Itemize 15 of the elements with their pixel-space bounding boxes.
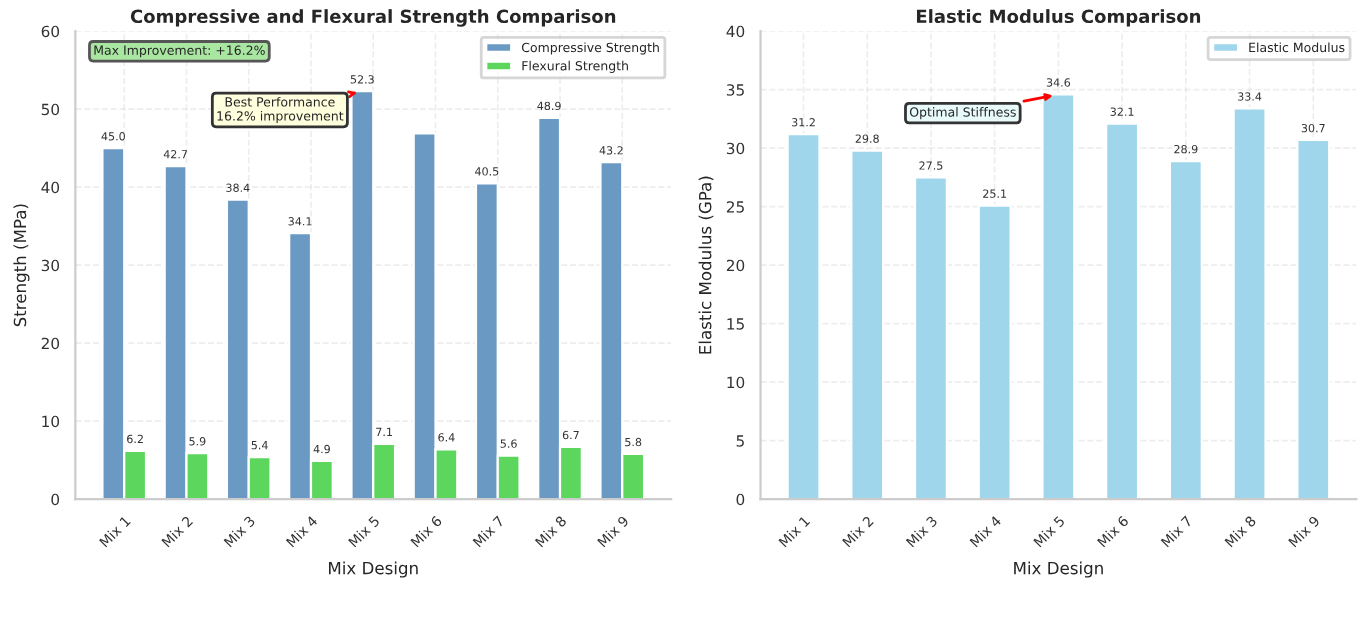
chart-title: Compressive and Flexural Strength Comparison (130, 9, 616, 27)
bar (913, 176, 948, 500)
bar (1168, 159, 1203, 500)
bar (786, 133, 821, 500)
chart-title: Elastic Modulus Comparison (916, 9, 1201, 27)
x-axis-title: Mix Design (329, 561, 418, 578)
bar (1296, 138, 1331, 500)
bar (1105, 122, 1140, 500)
y-axis-title: Strength (MPa) (13, 204, 30, 327)
bar (850, 149, 885, 500)
bar (977, 204, 1012, 500)
bar (1041, 93, 1076, 500)
y-axis-title: Elastic Modulus (GPa) (698, 176, 714, 354)
x-axis-title: Mix Design (1014, 561, 1103, 578)
bar (1232, 107, 1267, 500)
